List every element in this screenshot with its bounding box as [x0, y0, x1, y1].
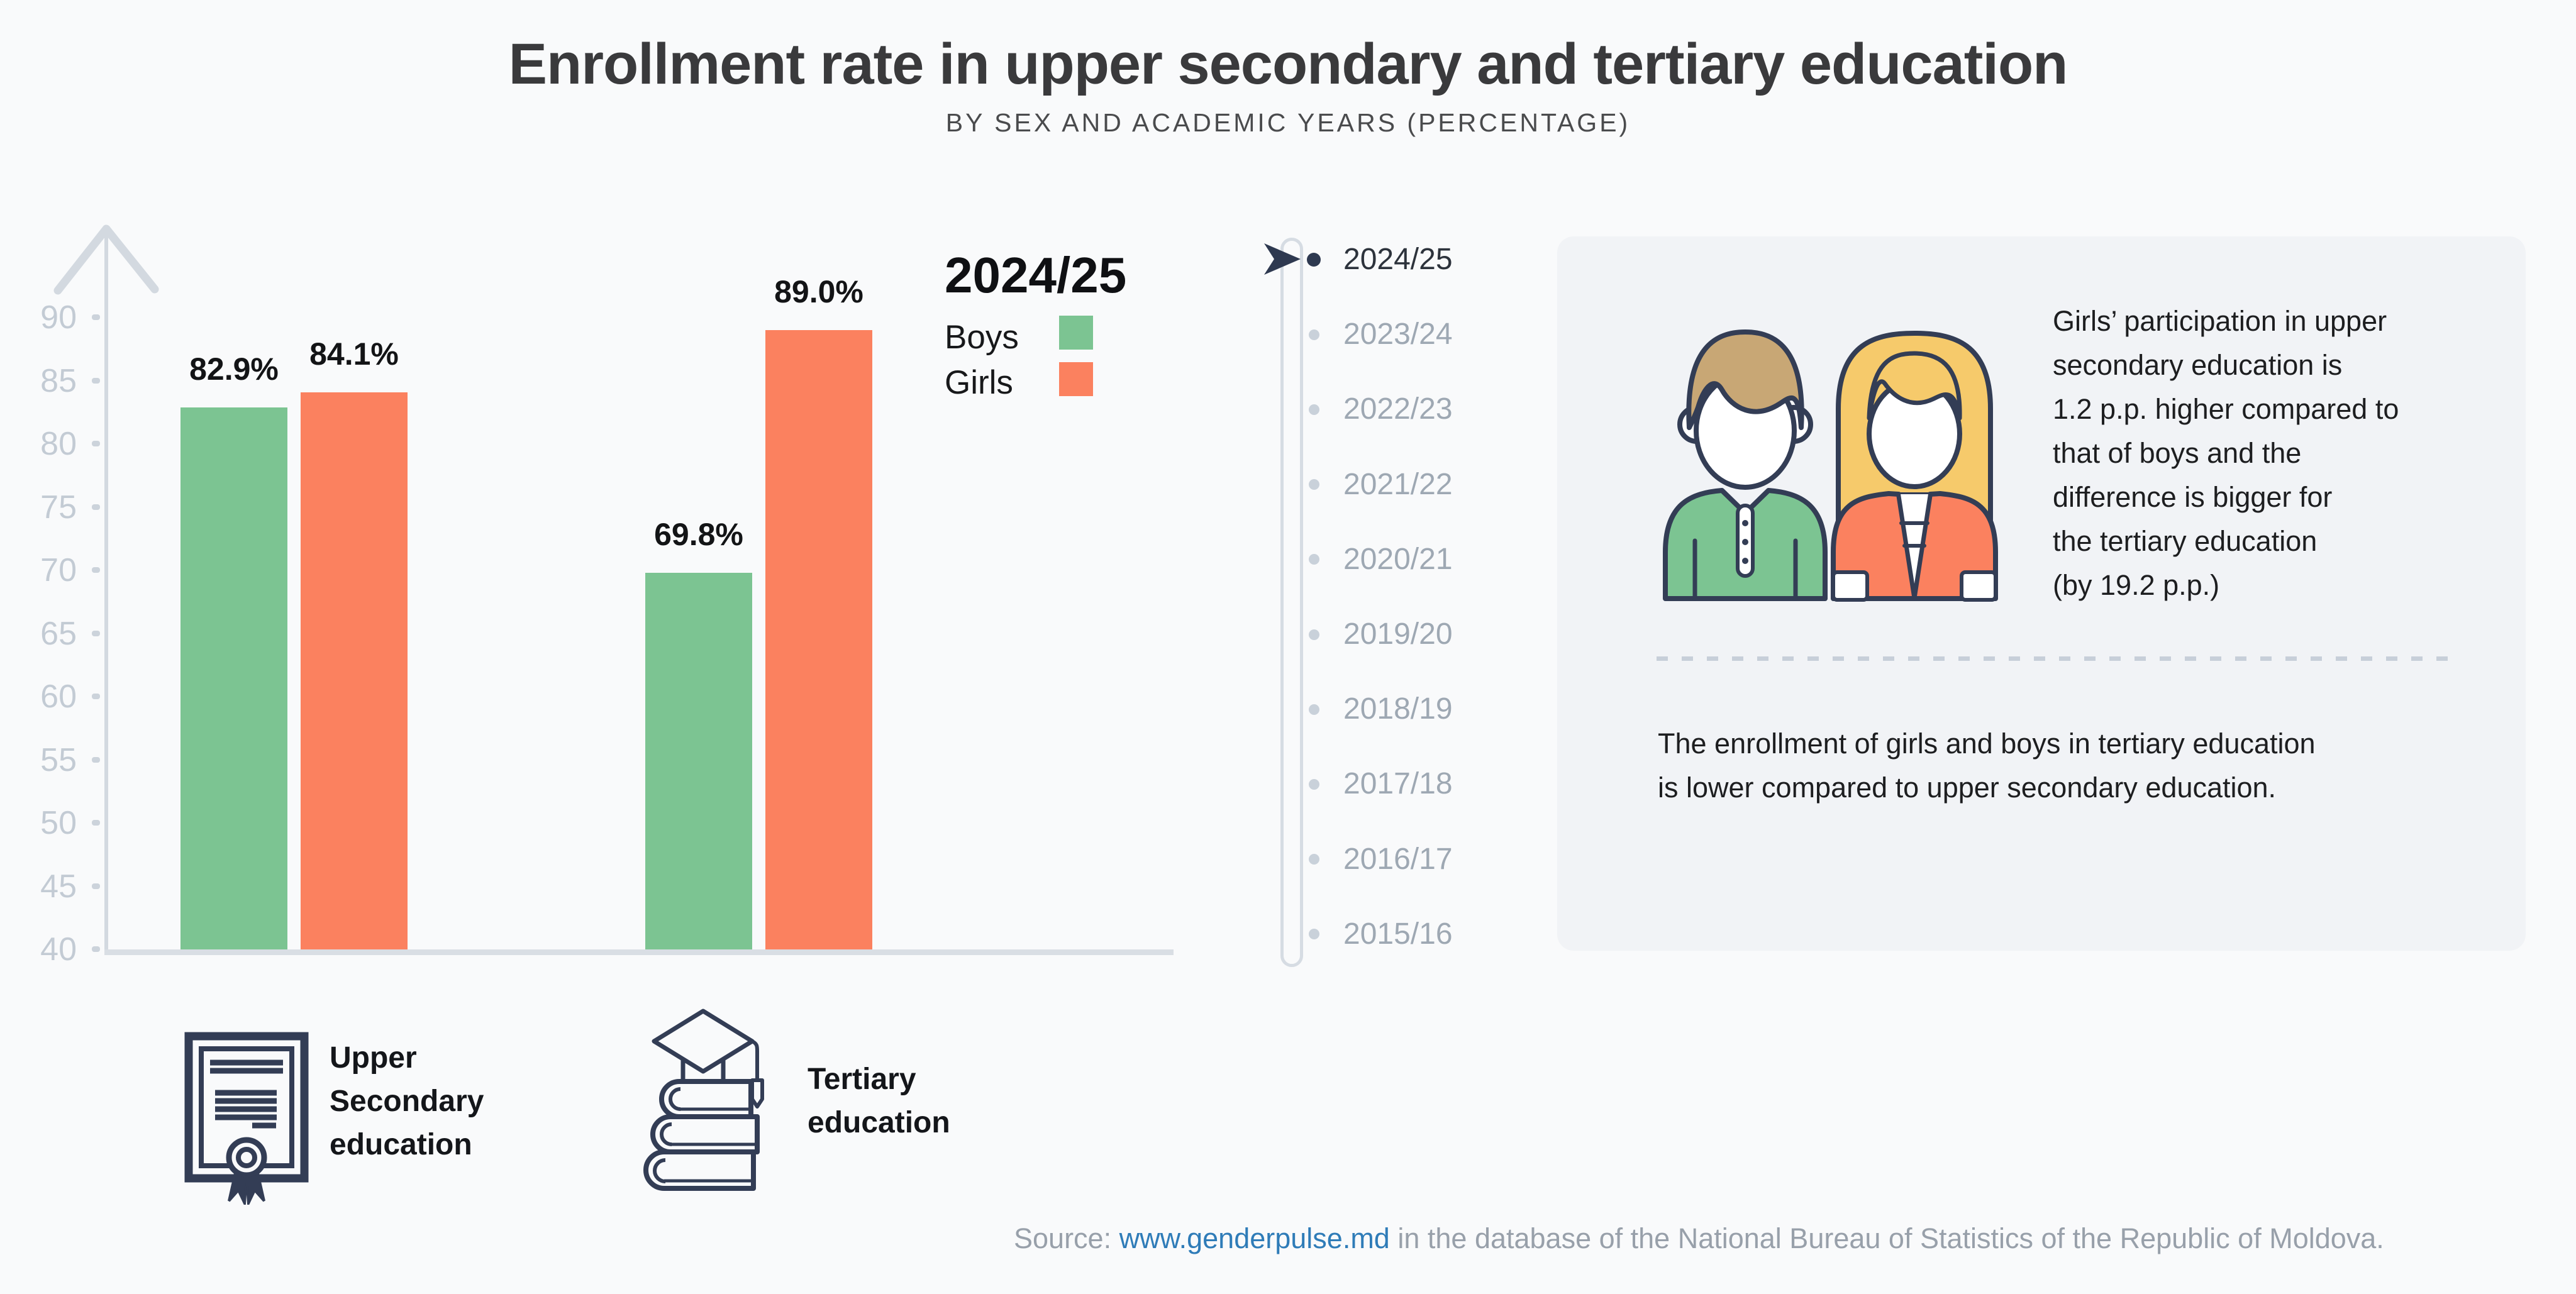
legend-swatch-girls: [1059, 362, 1093, 396]
y-axis-tick-label: 80: [40, 426, 77, 462]
y-axis-tick-mark: [92, 820, 100, 826]
y-axis-tick-mark: [92, 377, 100, 384]
source-note: Source: www.genderpulse.md in the databa…: [1014, 1222, 2384, 1255]
bar-value-label-boys-upper-secondary-education: 82.9%: [189, 351, 279, 387]
legend-swatch-boys: [1059, 316, 1093, 350]
timeline-dot[interactable]: [1308, 479, 1319, 490]
y-axis-tick-label: 50: [40, 805, 77, 841]
y-axis-tick-mark: [92, 567, 100, 573]
timeline-dot[interactable]: [1308, 854, 1319, 865]
source-link[interactable]: www.genderpulse.md: [1119, 1222, 1390, 1254]
y-axis-tick-mark: [92, 314, 100, 320]
timeline-year-label[interactable]: 2023/24: [1343, 318, 1453, 351]
boy-icon: [1663, 329, 1828, 601]
legend-item-girls-label: Girls: [945, 364, 1013, 401]
y-axis-tick-mark: [92, 946, 100, 952]
y-axis-tick-label: 85: [40, 362, 77, 399]
timeline-year-label[interactable]: 2017/18: [1343, 767, 1453, 801]
y-axis-tick-label: 75: [40, 489, 77, 526]
timeline-year-label[interactable]: 2022/23: [1343, 392, 1453, 426]
y-axis-tick-mark: [92, 441, 100, 446]
y-axis-line: [104, 231, 108, 951]
y-axis-tick-label: 55: [40, 741, 77, 778]
timeline-year-label[interactable]: 2020/21: [1343, 542, 1453, 576]
timeline-year-label[interactable]: 2016/17: [1343, 842, 1453, 876]
source-prefix: Source:: [1014, 1222, 1112, 1254]
timeline-year-label[interactable]: 2019/20: [1343, 617, 1453, 651]
certificate-icon: [184, 1032, 309, 1205]
insight-divider: [1657, 656, 2459, 661]
timeline-dot[interactable]: [1308, 554, 1319, 565]
legend-item-boys-label: Boys: [945, 319, 1019, 356]
insight-panel: Girls’ participation in upper secondary …: [1557, 236, 2526, 951]
timeline-dot[interactable]: [1308, 329, 1319, 340]
timeline-dot[interactable]: [1308, 629, 1319, 640]
y-axis-tick-mark: [92, 694, 100, 699]
category-tertiary-label: Tertiary education: [808, 1063, 950, 1139]
y-axis-tick-mark: [92, 883, 100, 889]
timeline-dot[interactable]: [1308, 929, 1319, 940]
insight-paragraph-1: Girls’ participation in upper secondary …: [2053, 305, 2399, 601]
legend-year-title: 2024/25: [945, 247, 1127, 303]
y-axis-tick-label: 90: [40, 299, 77, 336]
timeline-dot[interactable]: [1307, 253, 1321, 267]
bar-value-label-girls-tertiary-education: 89.0%: [774, 274, 863, 310]
page-subtitle: BY SEX AND ACADEMIC YEARS (PERCENTAGE): [945, 108, 1631, 137]
timeline-track: [1280, 238, 1303, 967]
y-axis-arrow-icon: [53, 224, 159, 295]
insight-paragraph-2: The enrollment of girls and boys in tert…: [1658, 727, 2316, 804]
timeline-dot[interactable]: [1308, 704, 1319, 715]
y-axis-tick-label: 70: [40, 552, 77, 589]
y-axis-tick-label: 60: [40, 678, 77, 715]
bar-girls-tertiary-education[interactable]: [765, 330, 872, 949]
y-axis-tick-mark: [92, 504, 100, 510]
boy-and-girl-icons: [1663, 329, 1998, 602]
y-axis-tick-mark: [92, 756, 100, 763]
timeline-dot[interactable]: [1308, 404, 1319, 415]
bar-boys-upper-secondary-education[interactable]: [180, 407, 287, 949]
category-upper-secondary-label: Upper Secondary education: [330, 1041, 484, 1161]
girl-icon: [1831, 331, 1998, 602]
books-graduation-cap-icon: [643, 1009, 764, 1191]
y-axis-tick-label: 65: [40, 615, 77, 652]
y-axis-tick-mark: [92, 630, 100, 636]
bar-value-label-girls-upper-secondary-education: 84.1%: [309, 336, 399, 372]
bar-value-label-boys-tertiary-education: 69.8%: [654, 517, 743, 553]
bar-girls-upper-secondary-education[interactable]: [301, 392, 408, 949]
y-axis-tick-label: 45: [40, 868, 77, 905]
timeline-dot[interactable]: [1308, 778, 1319, 790]
x-axis-line: [104, 949, 1174, 955]
timeline-year-label[interactable]: 2021/22: [1343, 467, 1453, 501]
timeline-year-label[interactable]: 2018/19: [1343, 692, 1453, 726]
timeline-year-label[interactable]: 2024/25: [1343, 243, 1453, 276]
page-title: Enrollment rate in upper secondary and t…: [508, 32, 2068, 96]
source-suffix: in the database of the National Bureau o…: [1397, 1222, 2384, 1254]
timeline-year-label[interactable]: 2015/16: [1343, 917, 1453, 951]
y-axis-tick-label: 40: [40, 931, 77, 968]
timeline-pointer-icon: [1264, 243, 1301, 275]
bar-boys-tertiary-education[interactable]: [645, 573, 752, 949]
